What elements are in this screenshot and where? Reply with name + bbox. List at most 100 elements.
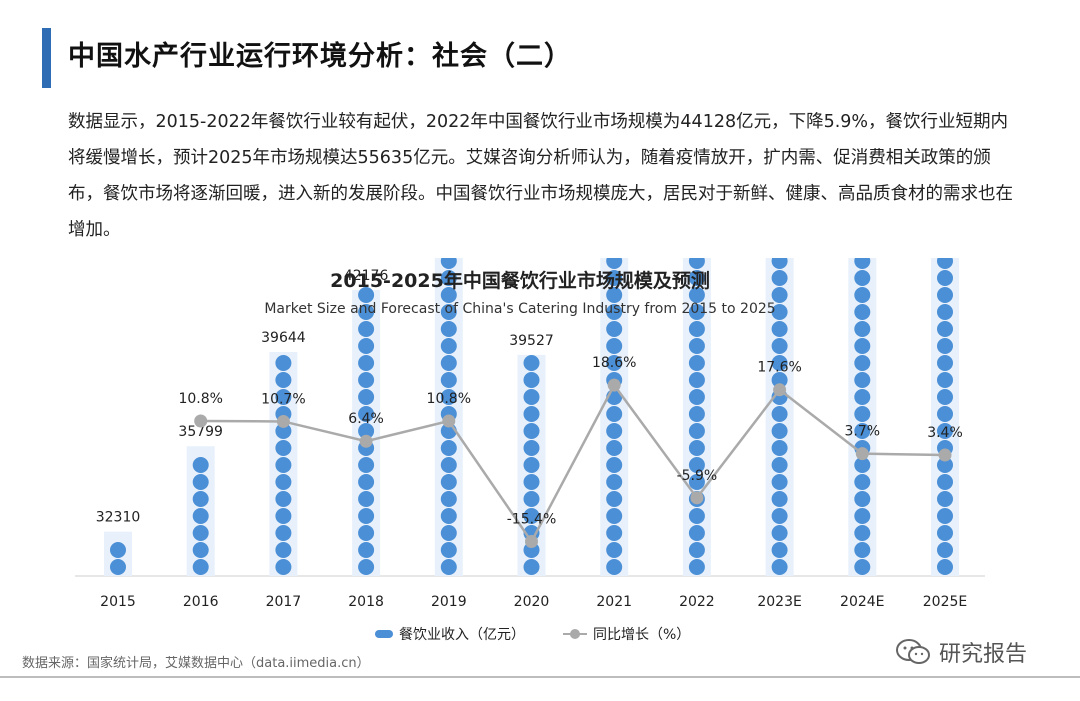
bar-plate [110,542,126,558]
bar-plate [854,321,871,337]
bar-plate [688,508,705,524]
legend-bar-icon [375,630,393,638]
bar-plate [771,559,788,575]
bar-plate [358,559,375,575]
growth-point [276,414,290,428]
bar-plate [192,508,209,524]
bar-plate [937,287,953,303]
bar-plate [275,474,292,490]
x-tick-label: 2019 [431,594,467,610]
bar-plate [937,508,953,524]
bar-plate [275,423,292,439]
bar-plate [854,457,871,473]
bar-plate [771,440,788,456]
bar-plate [937,525,953,541]
bar-plate [440,508,457,524]
bar-plate [771,287,788,303]
bar-plate [440,491,457,507]
x-tick-label: 2017 [266,594,302,610]
bar-plate [606,338,623,354]
bar-plate [523,559,540,575]
bar-plate [358,406,375,422]
bar-plate [854,372,871,388]
bar-plate [854,491,871,507]
bar-plate [358,321,375,337]
bar-plate [854,423,871,439]
bar-plate [358,542,375,558]
bar-plate [854,542,871,558]
watermark-text: 研究报告 [939,642,1028,667]
bar-plate [523,389,540,405]
bar-plate [771,372,788,388]
bar-plate [358,389,375,405]
chart-container: 2015 32310 2016 35799 2017 39644 2018 42176 2019… [0,258,1080,653]
x-tick-label: 2016 [183,594,219,610]
bar-plate [440,258,457,269]
bar-plate [523,406,540,422]
growth-label: 6.4% [348,411,384,427]
bar-plate [192,559,209,575]
bar-plate [606,525,623,541]
bar-plate [937,406,953,422]
bar-plate [937,321,953,337]
bar-plate [440,525,457,541]
bar-plate [606,440,623,456]
bar-plate [771,355,788,371]
legend-item-growth: 同比增长（%） [563,624,690,644]
bar-2023E [765,258,794,577]
legend-item-revenue: 餐饮业收入（亿元） [375,624,525,644]
bar-plate [440,542,457,558]
growth-line [200,382,946,544]
bar-plate [606,258,623,269]
summary-paragraph: 数据显示，2015-2022年餐饮行业较有起伏，2022年中国餐饮行业市场规模为… [68,112,1013,240]
bar-value-label: 42176 [344,268,389,284]
x-tick-label: 2018 [348,594,384,610]
bar-plate [440,304,457,320]
x-tick-label: 2024E [840,594,884,610]
x-tick-label: 2023E [757,594,801,610]
page-title: 中国水产行业运行环境分析：社会（二） [68,41,572,72]
bar-plate [358,423,375,439]
bar-plate [523,423,540,439]
bar-plate [440,389,457,405]
bar-plate [192,542,209,558]
bar-plate [606,508,623,524]
bar-plate [358,287,375,303]
bar-plate [440,474,457,490]
bar-plate [358,372,375,388]
bar-plate [523,508,540,524]
bar-plate [771,270,788,286]
chart-title: 2015-2025年中国餐饮行业市场规模及预测 [330,270,710,292]
bar-plate [606,270,623,286]
bar-plate [937,542,953,558]
growth-point [607,378,621,392]
bar-plate [771,508,788,524]
bar-plate [771,258,788,269]
bar-plate [275,559,292,575]
bar-plate [275,457,292,473]
growth-point [773,383,787,397]
growth-point [855,447,869,461]
bar-plate [854,304,871,320]
title-accent-bar [42,28,51,88]
bar-plate [275,525,292,541]
bar-plate [771,457,788,473]
bar-plate [192,457,209,473]
bar-plate [606,304,623,320]
bar-plate [606,542,623,558]
bar-2024E [848,258,877,577]
bar-plate [854,474,871,490]
bar-plate [937,304,953,320]
bar-plate [688,457,705,473]
bar-plate [275,508,292,524]
bar-value-label: 35799 [178,424,223,440]
bar-plate [937,372,953,388]
bar-plate [606,474,623,490]
legend-label-revenue: 餐饮业收入（亿元） [399,627,525,643]
growth-point [690,491,704,505]
bar-plate [854,355,871,371]
growth-label: 3.4% [927,425,963,441]
bar-plate [358,525,375,541]
bar-plate [275,372,292,388]
bar-plate [606,559,623,575]
